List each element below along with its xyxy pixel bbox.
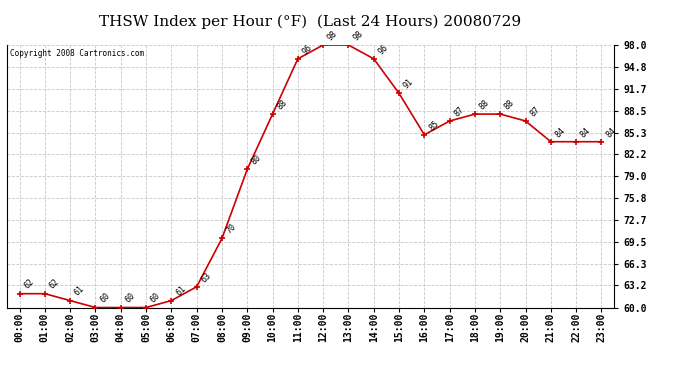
Text: 70: 70 — [225, 222, 238, 236]
Text: 63: 63 — [199, 271, 213, 284]
Text: 62: 62 — [48, 278, 61, 291]
Text: 84: 84 — [579, 126, 592, 139]
Text: 61: 61 — [174, 284, 188, 298]
Text: 60: 60 — [124, 291, 137, 305]
Text: 62: 62 — [22, 278, 36, 291]
Text: 87: 87 — [453, 105, 466, 118]
Text: 60: 60 — [98, 291, 112, 305]
Text: 85: 85 — [427, 118, 440, 132]
Text: 96: 96 — [301, 43, 314, 56]
Text: 88: 88 — [477, 98, 491, 111]
Text: 60: 60 — [149, 291, 162, 305]
Text: 98: 98 — [326, 29, 339, 42]
Text: 98: 98 — [351, 29, 364, 42]
Text: 91: 91 — [402, 77, 415, 91]
Text: 88: 88 — [275, 98, 288, 111]
Text: 87: 87 — [529, 105, 542, 118]
Text: 96: 96 — [377, 43, 390, 56]
Text: 88: 88 — [503, 98, 516, 111]
Text: 80: 80 — [250, 153, 264, 166]
Text: THSW Index per Hour (°F)  (Last 24 Hours) 20080729: THSW Index per Hour (°F) (Last 24 Hours)… — [99, 15, 522, 29]
Text: 61: 61 — [73, 284, 86, 298]
Text: Copyright 2008 Cartronics.com: Copyright 2008 Cartronics.com — [10, 49, 144, 58]
Text: 84: 84 — [604, 126, 618, 139]
Text: 84: 84 — [553, 126, 567, 139]
